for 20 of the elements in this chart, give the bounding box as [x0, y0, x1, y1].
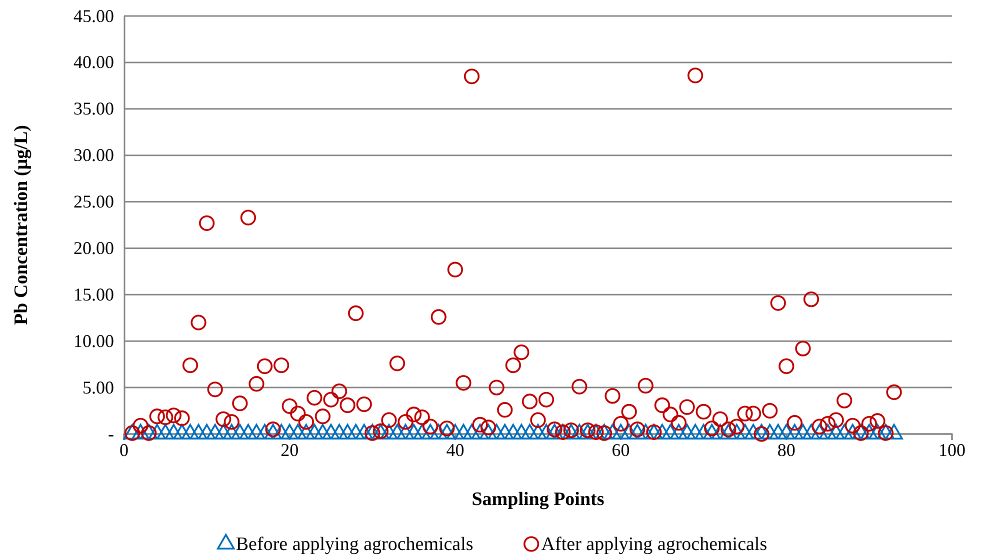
y-axis-title: Pb Concentration (µg/L) — [11, 125, 32, 325]
y-tick-label: 40.00 — [74, 52, 114, 72]
legend-label: Before applying agrochemicals — [236, 534, 474, 555]
y-tick-label: 5.00 — [82, 377, 114, 398]
y-tick-label: 25.00 — [74, 192, 114, 212]
y-tick-label: 45.00 — [74, 6, 114, 26]
legend-label: After applying agrochemicals — [541, 534, 768, 555]
y-tick-label: 30.00 — [74, 145, 114, 166]
y-tick-label: 20.00 — [74, 238, 114, 258]
y-tick-label: 15.00 — [74, 284, 114, 304]
x-tick-label: 60 — [612, 440, 630, 460]
x-tick-label: 20 — [280, 440, 299, 460]
x-tick-label: 0 — [120, 440, 128, 460]
y-tick-label: 35.00 — [74, 98, 114, 119]
x-tick-label: 80 — [777, 440, 796, 460]
x-tick-label: 40 — [446, 440, 464, 460]
x-tick-label: 100 — [938, 440, 966, 460]
y-tick-label: 10.00 — [74, 330, 114, 351]
y-tick-label: - — [108, 424, 114, 444]
x-axis-title: Sampling Points — [472, 489, 604, 510]
